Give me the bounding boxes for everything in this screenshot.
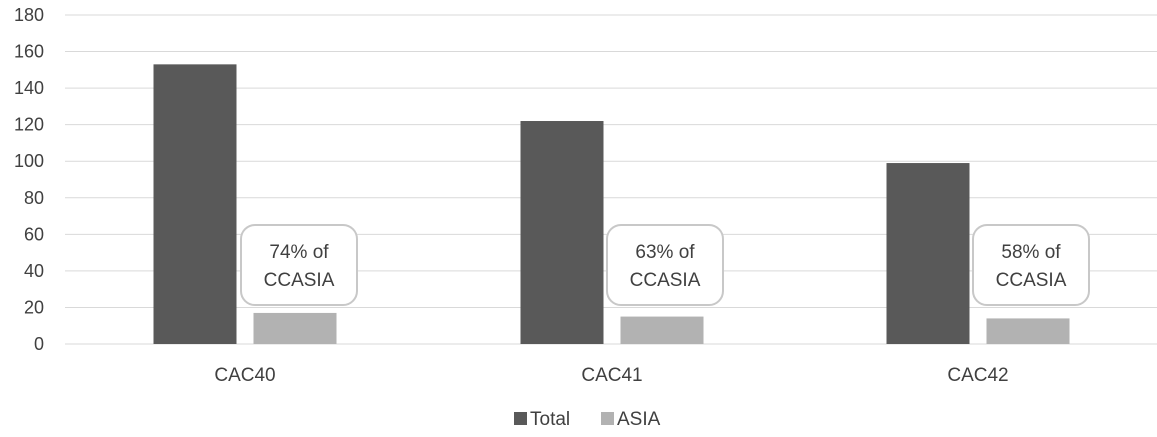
legend-item-asia: ASIA [601,409,661,430]
legend: Total ASIA [514,409,661,430]
callout-line-2: CCASIA [264,270,335,291]
legend-label: Total [530,409,570,430]
callout-line-1: 74% of [269,242,329,263]
bar-total-cac40 [153,64,237,344]
callout-line-2: CCASIA [996,270,1067,291]
bar-total-cac41 [520,121,604,344]
y-tick-label: 40 [24,261,44,281]
y-tick-label: 0 [34,334,44,354]
callout-box: 63% of CCASIA [606,224,724,306]
y-tick-label: 20 [24,297,44,317]
y-tick-label: 60 [24,224,44,244]
y-tick-label: 160 [14,42,44,62]
legend-swatch [514,412,527,425]
y-tick-label: 100 [14,151,44,171]
callout-frame [240,224,358,306]
x-category-label: CAC41 [581,365,642,386]
callout-box: 58% of CCASIA [972,224,1090,306]
y-tick-label: 80 [24,188,44,208]
bar-asia-cac42 [986,318,1070,344]
bar-asia-cac41 [620,316,704,344]
callout-line-1: 63% of [635,242,695,263]
callout-line-2: CCASIA [630,270,701,291]
x-category-label: CAC40 [214,365,275,386]
callout-frame [606,224,724,306]
y-axis-tick-labels: 0 20 40 60 80 100 120 140 160 180 [14,5,44,354]
callout-line-1: 58% of [1001,242,1061,263]
callouts: 74% of CCASIA 63% of CCASIA 58% of CCASIA [240,224,1090,306]
y-tick-label: 140 [14,78,44,98]
legend-item-total: Total [514,409,570,430]
bars [153,64,1070,344]
x-category-label: CAC42 [947,365,1008,386]
y-tick-label: 180 [14,5,44,25]
callout-frame [972,224,1090,306]
legend-label: ASIA [617,409,661,430]
bar-asia-cac40 [253,312,337,344]
callout-box: 74% of CCASIA [240,224,358,306]
y-tick-label: 120 [14,115,44,135]
bar-total-cac42 [886,163,970,344]
legend-swatch [601,412,614,425]
category-labels: CAC40 CAC41 CAC42 [214,365,1008,386]
